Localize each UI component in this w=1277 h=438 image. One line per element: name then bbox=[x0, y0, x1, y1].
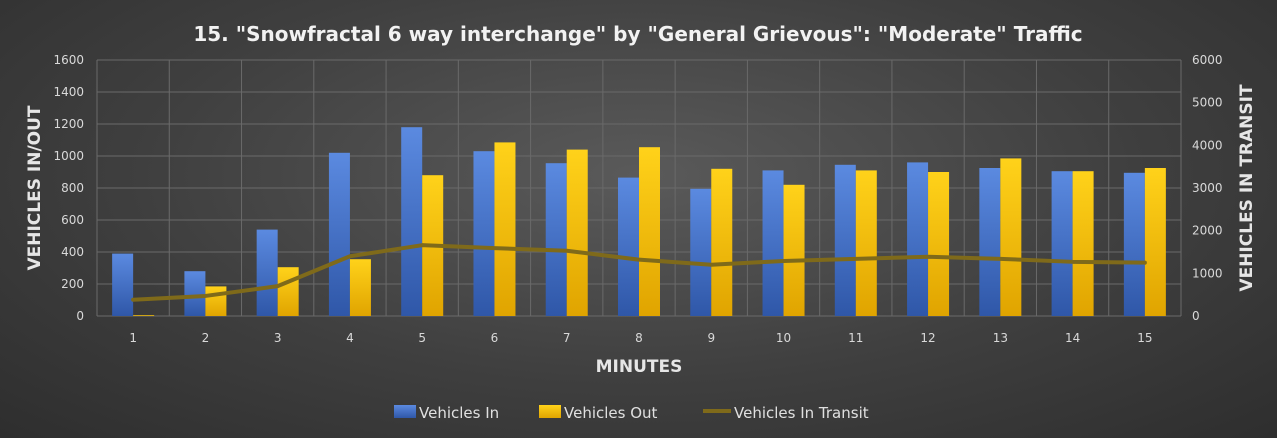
y-axis-title: VEHICLES IN/OUT bbox=[25, 105, 45, 270]
bar-vehicles-out bbox=[133, 315, 155, 316]
bar-vehicles-out bbox=[494, 142, 516, 316]
legend: Vehicles In Vehicles Out Vehicles In Tra… bbox=[394, 404, 869, 422]
x-tick-label: 9 bbox=[707, 331, 715, 345]
y-tick-label: 400 bbox=[61, 245, 84, 259]
x-tick-label: 1 bbox=[129, 331, 137, 345]
y-tick-label: 600 bbox=[61, 213, 84, 227]
legend-label-vehicles-in-transit: Vehicles In Transit bbox=[734, 404, 869, 422]
y2-tick-label: 0 bbox=[1192, 309, 1200, 323]
x-tick-label: 2 bbox=[202, 331, 210, 345]
bar-vehicles-out bbox=[928, 172, 950, 316]
bar-vehicles-in bbox=[112, 253, 134, 316]
x-tick-label: 10 bbox=[776, 331, 791, 345]
y-tick-label: 1000 bbox=[53, 149, 84, 163]
bar-vehicles-in bbox=[618, 177, 639, 316]
bar-vehicles-in bbox=[834, 164, 856, 316]
y-tick-label: 800 bbox=[61, 181, 84, 195]
legend-swatch-vehicles-out bbox=[539, 405, 561, 418]
x-tick-label: 15 bbox=[1137, 331, 1152, 345]
bar-vehicles-in bbox=[473, 151, 495, 316]
bar-vehicles-in bbox=[690, 188, 712, 316]
x-tick-label: 12 bbox=[920, 331, 935, 345]
bar-vehicles-in bbox=[907, 162, 929, 316]
bar-vehicles-in bbox=[762, 170, 784, 316]
bar-vehicles-out bbox=[277, 267, 299, 316]
y-tick-label: 0 bbox=[76, 309, 84, 323]
bar-vehicles-out bbox=[855, 170, 877, 316]
x-tick-label: 4 bbox=[346, 331, 354, 345]
bar-vehicles-in bbox=[184, 271, 206, 316]
legend-label-vehicles-out: Vehicles Out bbox=[564, 404, 658, 422]
legend-swatch-vehicles-in bbox=[394, 405, 416, 418]
legend-label-vehicles-in: Vehicles In bbox=[419, 404, 499, 422]
x-tick-label: 7 bbox=[563, 331, 571, 345]
x-axis-title: MINUTES bbox=[596, 357, 683, 377]
bar-vehicles-in bbox=[1051, 171, 1073, 316]
bar-vehicles-out bbox=[639, 147, 660, 316]
bar-vehicles-out bbox=[1144, 168, 1166, 316]
y2-tick-label: 2000 bbox=[1192, 224, 1223, 238]
y-tick-label: 200 bbox=[61, 277, 84, 291]
bar-vehicles-in bbox=[401, 127, 423, 316]
y-tick-label: 1200 bbox=[53, 117, 84, 131]
y2-tick-label: 4000 bbox=[1192, 138, 1223, 152]
transit-line bbox=[131, 243, 1147, 302]
bar-vehicles-in bbox=[545, 163, 567, 316]
y2-tick-label: 1000 bbox=[1192, 266, 1223, 280]
bar-vehicles-out bbox=[205, 286, 227, 316]
bar-vehicles-out bbox=[1072, 171, 1094, 316]
y2-tick-label: 3000 bbox=[1192, 181, 1223, 195]
bar-vehicles-out bbox=[1000, 158, 1022, 316]
bar-vehicles-out bbox=[566, 149, 588, 316]
bar-vehicles-out bbox=[711, 168, 733, 316]
bar-vehicles-in bbox=[328, 152, 350, 316]
x-tick-label: 13 bbox=[993, 331, 1008, 345]
y-tick-label: 1400 bbox=[53, 85, 84, 99]
x-tick-label: 8 bbox=[635, 331, 643, 345]
bar-vehicles-out bbox=[349, 259, 371, 316]
tick-labels: 0200400600800100012001400160001000200030… bbox=[53, 53, 1222, 345]
x-tick-label: 5 bbox=[418, 331, 426, 345]
x-tick-label: 14 bbox=[1065, 331, 1080, 345]
x-tick-label: 11 bbox=[848, 331, 863, 345]
bar-vehicles-out bbox=[783, 184, 805, 316]
y2-tick-label: 5000 bbox=[1192, 96, 1223, 110]
chart-title: 15. "Snowfractal 6 way interchange" by "… bbox=[193, 22, 1082, 46]
y2-tick-label: 6000 bbox=[1192, 53, 1223, 67]
bar-vehicles-in bbox=[256, 229, 278, 316]
y2-axis-title: VEHICLES IN TRANSIT bbox=[1237, 84, 1257, 292]
y-tick-label: 1600 bbox=[53, 53, 84, 67]
bar-vehicles-in bbox=[979, 168, 1001, 316]
x-tick-label: 6 bbox=[491, 331, 499, 345]
bars bbox=[112, 127, 1166, 316]
x-tick-label: 3 bbox=[274, 331, 282, 345]
bar-vehicles-in bbox=[1123, 172, 1145, 316]
